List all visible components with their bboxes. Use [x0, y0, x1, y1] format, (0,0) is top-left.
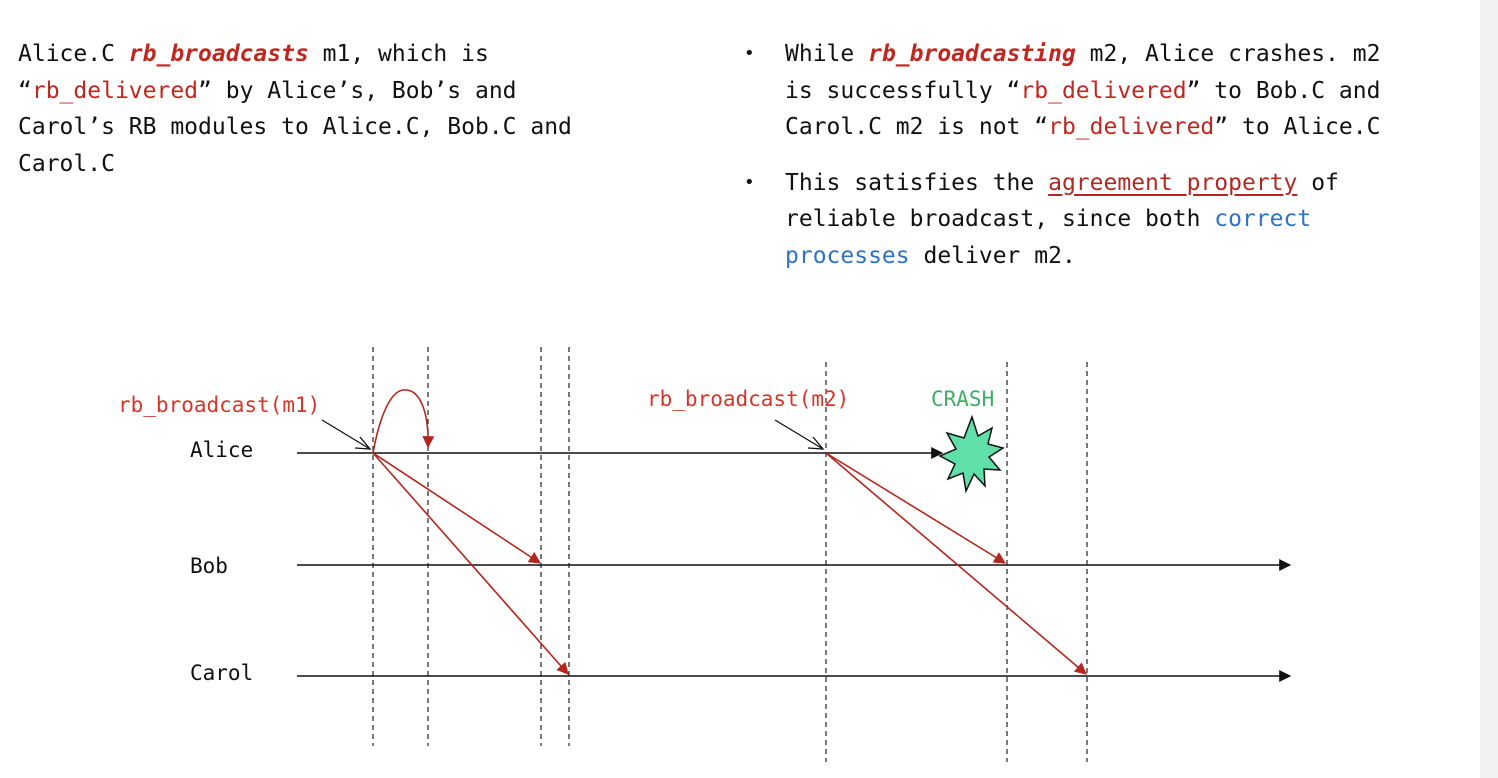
message-m2-to-carol	[825, 452, 1087, 675]
crash-burst-icon	[938, 414, 1005, 494]
intro-line-2: “rb_delivered” by Alice’s, Bob’s and	[18, 77, 517, 104]
correct-processes-term: processes	[785, 242, 910, 269]
bullet-item-agreement: • This satisfies the agreement property …	[742, 165, 1380, 275]
pointer-m2	[774, 419, 824, 450]
bullet-item-crash: • While rb_broadcasting m2, Alice crashe…	[742, 36, 1380, 146]
crash-label: CRASH	[931, 387, 994, 411]
rb-delivered-term: rb_delivered	[31, 77, 199, 104]
scrollbar[interactable]	[1480, 0, 1498, 778]
process-label-bob: Bob	[190, 554, 228, 578]
intro-line-1: Alice.C rb_broadcasts m1, which is	[18, 41, 489, 67]
process-label-carol: Carol	[190, 661, 253, 685]
intro-line-3: Carol’s RB modules to Alice.C, Bob.C and	[18, 114, 572, 140]
broadcast-m1-label: rb_broadcast(m1)	[118, 393, 320, 417]
rb-broadcasting-term: rb_broadcasting	[868, 41, 1076, 67]
rb-broadcasts-term: rb_broadcasts	[128, 41, 309, 67]
message-m1-to-bob	[372, 452, 542, 564]
event-guides	[372, 347, 1088, 762]
bullet-marker: •	[744, 171, 755, 193]
pointer-m2-head	[807, 436, 825, 450]
message-m2-to-bob	[825, 452, 1007, 564]
pointer-m1-head	[354, 436, 372, 450]
rb-delivered-term: rb_delivered	[1048, 114, 1215, 140]
intro-line-4: Carol.C	[18, 150, 115, 177]
correct-processes-term: correct	[1214, 206, 1312, 232]
message-m1-to-carol	[372, 452, 569, 675]
pointer-m1	[321, 419, 371, 450]
broadcast-m2-label: rb_broadcast(m2)	[647, 387, 849, 411]
bullet-list: • While rb_broadcasting m2, Alice crashe…	[742, 36, 1380, 293]
message-m1-self-alice	[372, 389, 435, 454]
rb-delivered-term: rb_delivered	[1020, 77, 1187, 104]
bullet-marker: •	[744, 43, 755, 64]
intro-paragraph: Alice.C rb_broadcasts m1, which is “rb_d…	[18, 36, 572, 182]
agreement-property-link[interactable]: agreement property	[1048, 169, 1298, 196]
process-label-alice: Alice	[190, 438, 253, 462]
